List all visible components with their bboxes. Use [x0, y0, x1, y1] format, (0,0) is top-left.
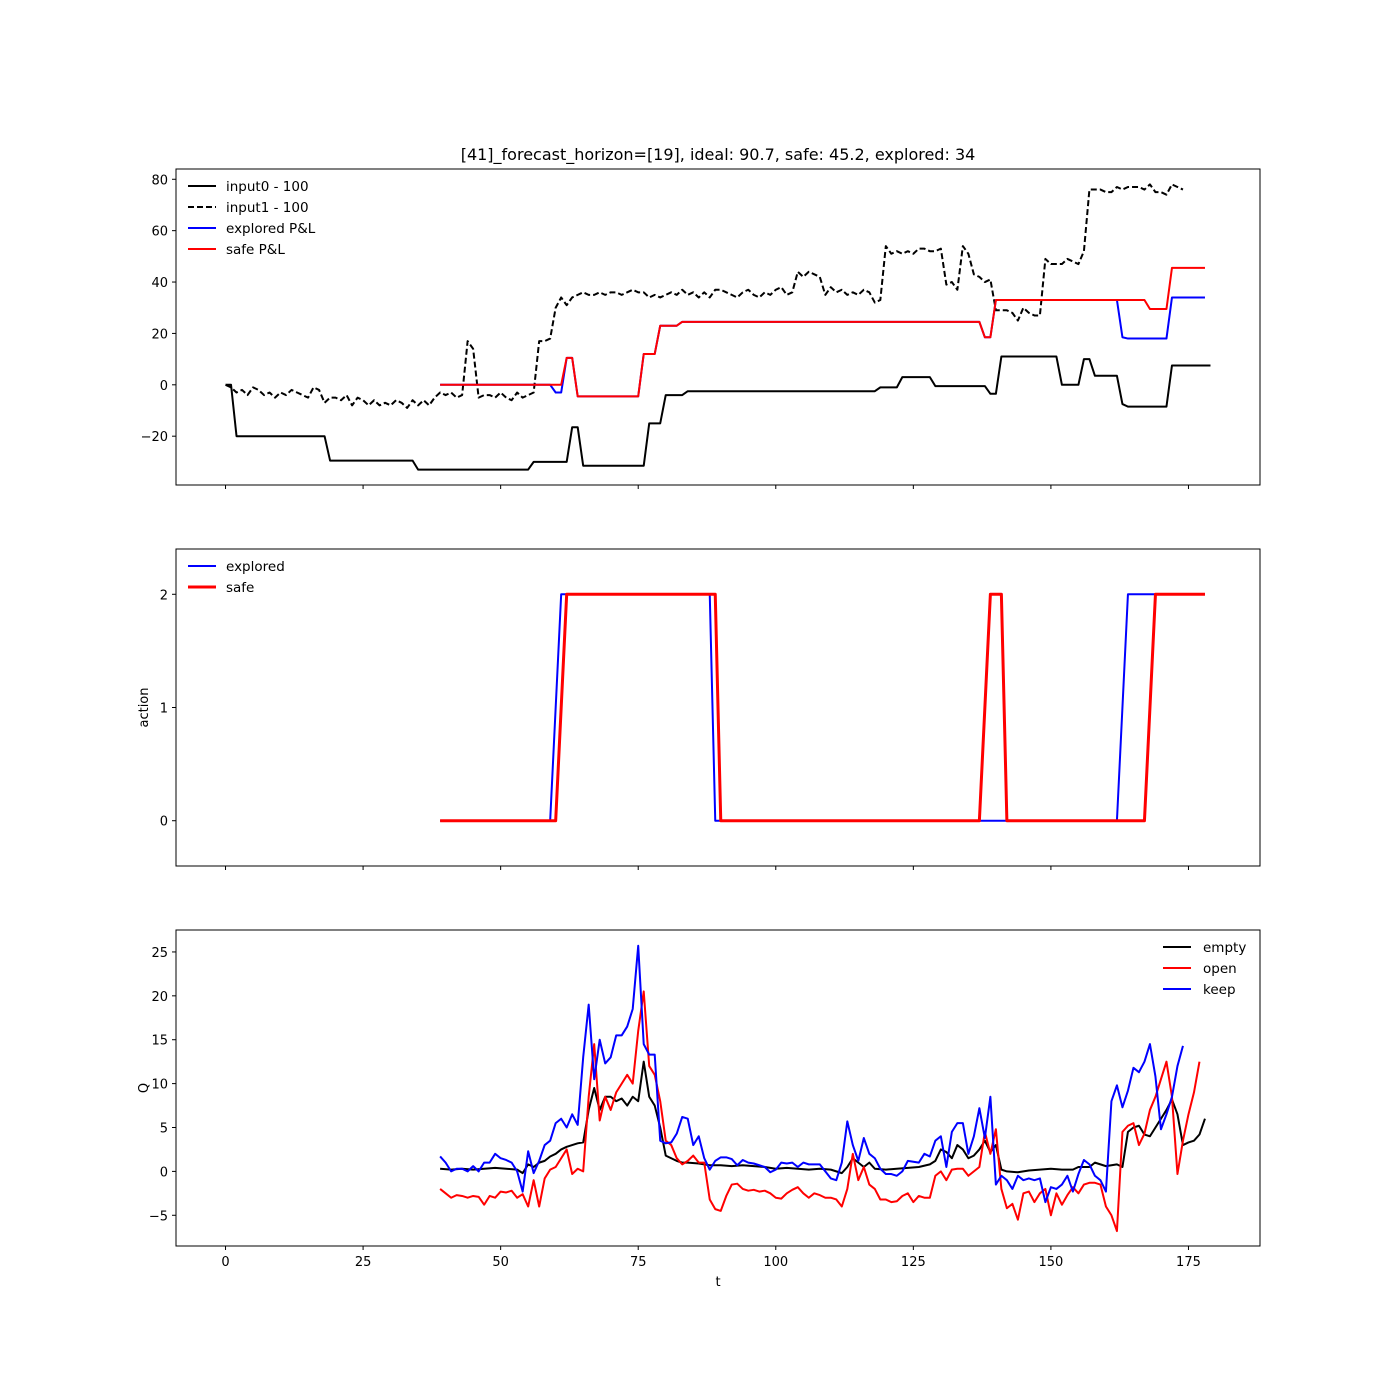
x-tick-label: 175 [1176, 1255, 1201, 1270]
legend-label: safe [226, 580, 254, 596]
x-axis-label: t [715, 1275, 720, 1290]
legend-label: input1 - 100 [226, 200, 309, 216]
y-tick-label: 10 [151, 1078, 168, 1093]
y-tick-label: 80 [151, 173, 168, 188]
y-tick-label: 40 [151, 276, 168, 291]
legend: input0 - 100 input1 - 100 explored P&L safe… [188, 179, 316, 258]
y-tick-label: 60 [151, 225, 168, 240]
x-tick-label: 100 [763, 1255, 788, 1270]
legend-label: safe P&L [226, 242, 285, 258]
series-line-input1-100 [225, 183, 1184, 409]
chart-title: [41]_forecast_horizon=[19], ideal: 90.7,… [461, 145, 976, 165]
legend-label: explored P&L [226, 221, 316, 237]
y-tick-label: 0 [160, 379, 168, 394]
plot-frame [175, 168, 1261, 486]
legend: explored safe [188, 559, 285, 596]
chart-panel-2: 0 1 2 action explored safe [137, 548, 1261, 870]
y-axis-label: action [137, 687, 152, 727]
x-tick-label: 75 [630, 1255, 647, 1270]
plot-frame [175, 929, 1261, 1247]
y-tick-label: 0 [160, 815, 168, 830]
y-tick-label: 15 [151, 1034, 168, 1049]
y-tick-label: 5 [160, 1122, 168, 1137]
chart-panel-3: 0 25 50 75 100 125 150 175 −5 0 5 10 15 20 25 Qt empty op… [137, 929, 1261, 1290]
legend-label: open [1203, 961, 1237, 977]
series-line-explored [440, 593, 1205, 822]
series-line-safe [440, 592, 1205, 823]
legend-label: input0 - 100 [226, 179, 309, 195]
x-tick-label: 50 [492, 1255, 509, 1270]
legend-label: empty [1203, 940, 1246, 956]
y-tick-label: 2 [160, 588, 168, 603]
chart-panel-1: −20 0 20 40 60 80 [41]_forecast_horizon=[19], … [141, 145, 1261, 489]
y-tick-label: 20 [151, 990, 168, 1005]
y-tick-label: −20 [141, 430, 168, 445]
x-tick-label: 150 [1038, 1255, 1063, 1270]
legend-label: keep [1203, 982, 1236, 998]
y-tick-label: 20 [151, 327, 168, 342]
y-tick-label: 25 [151, 946, 168, 961]
legend-label: explored [226, 559, 285, 575]
plot-frame [175, 548, 1261, 867]
series-line-keep [439, 944, 1184, 1204]
y-tick-label: 0 [160, 1165, 168, 1180]
series-line-open [439, 990, 1201, 1233]
x-tick-label: 25 [355, 1255, 372, 1270]
series-line-input0-100 [225, 355, 1211, 471]
x-tick-label: 125 [901, 1255, 926, 1270]
y-tick-label: 1 [160, 702, 168, 717]
x-tick-label: 0 [221, 1255, 229, 1270]
y-axis-label: Q [137, 1083, 152, 1093]
y-tick-label: −5 [149, 1209, 168, 1224]
series-line-safe-p-l [440, 266, 1205, 398]
legend: empty open keep [1163, 940, 1246, 998]
